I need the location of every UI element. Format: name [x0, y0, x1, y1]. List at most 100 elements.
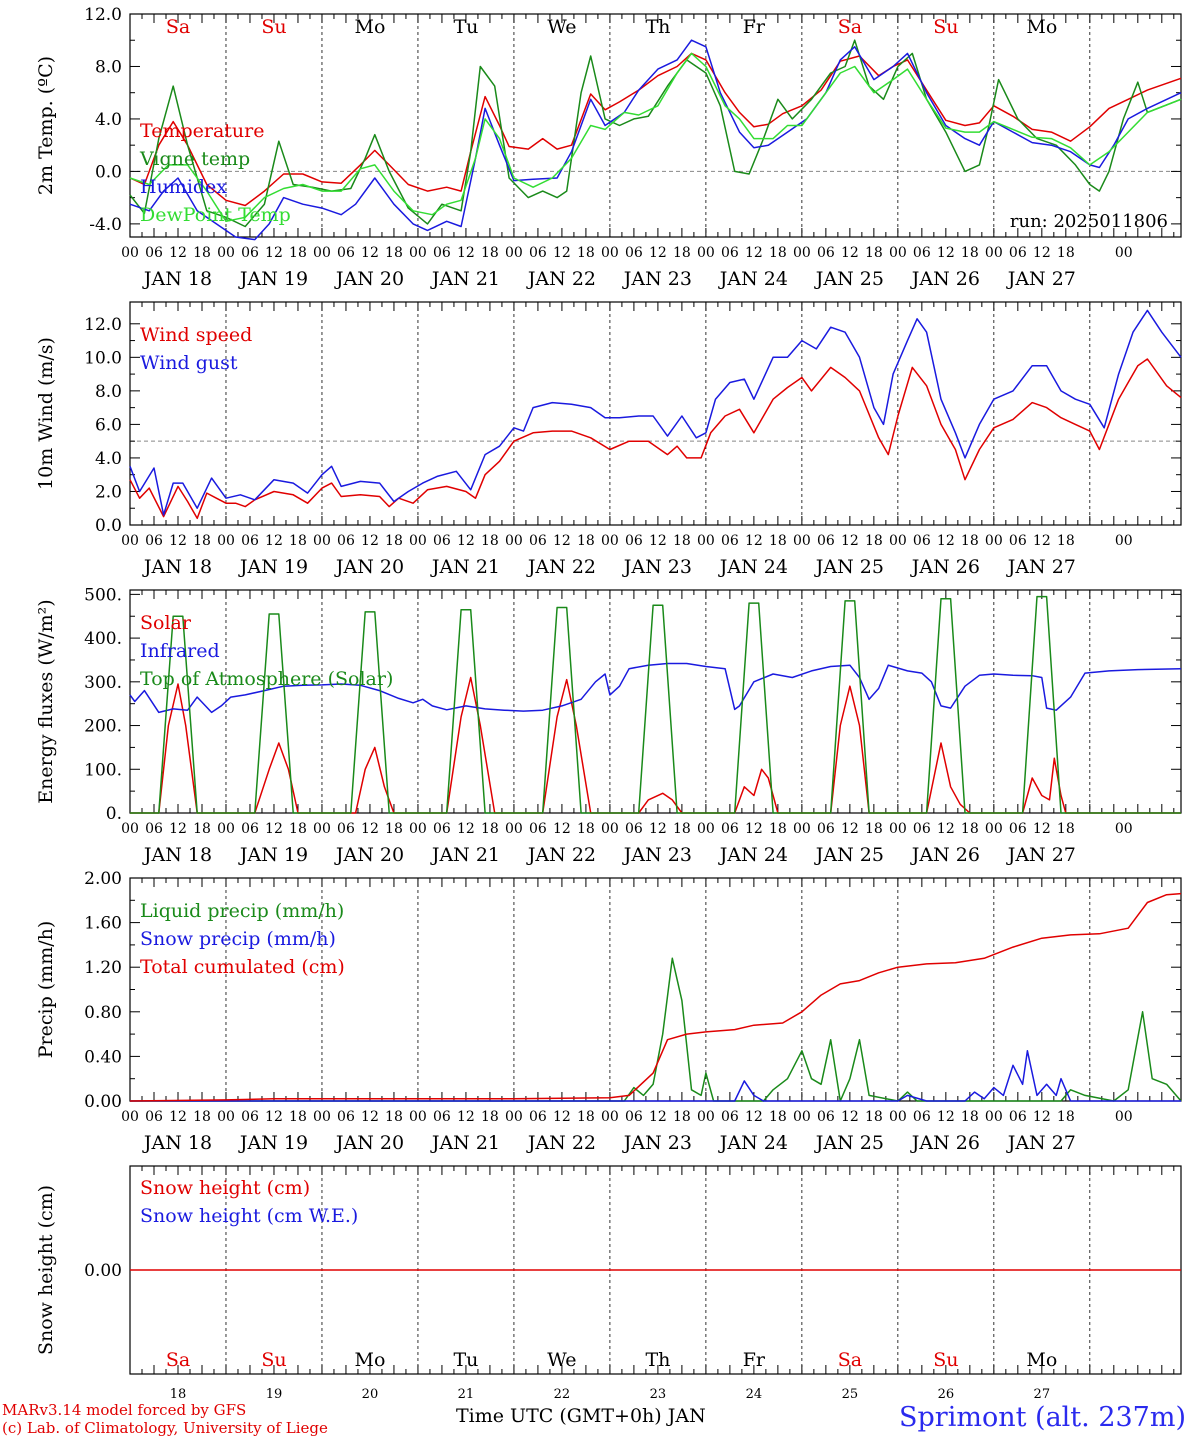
hour-tick-label: 18 — [769, 821, 787, 837]
hour-tick-label: 06 — [241, 245, 259, 261]
date-label: JAN 25 — [814, 1132, 884, 1154]
weekday-label-top: We — [547, 16, 576, 38]
chart-panel-4: 2.00 1.60 1.20 0.80 0.40 0.00 Precip (mm/h) 00 0… — [35, 869, 1182, 1154]
weekday-label-bottom: Mo — [355, 1349, 386, 1371]
hour-tick-label: 00 — [1115, 533, 1133, 549]
y-tick-label: 8.0 — [95, 382, 122, 402]
hour-tick-label: 00 — [409, 533, 427, 549]
hour-tick-label: 00 — [313, 1109, 331, 1125]
hour-tick-label: 00 — [985, 1109, 1003, 1125]
hour-tick-label: 06 — [241, 533, 259, 549]
hour-tick-label: 18 — [961, 1109, 979, 1125]
hour-tick-label: 06 — [1009, 821, 1027, 837]
y-tick-label: 0.00 — [84, 1261, 122, 1281]
hour-tick-label: 12 — [937, 245, 955, 261]
hour-tick-label: 06 — [433, 533, 451, 549]
series-line-wind-gust — [129, 309, 1182, 516]
hour-tick-label: 00 — [793, 821, 811, 837]
hour-tick-label: 06 — [241, 821, 259, 837]
hour-tick-label: 18 — [385, 1109, 403, 1125]
hour-tick-label: 00 — [409, 1109, 427, 1125]
hour-tick-label: 12 — [265, 245, 283, 261]
hour-tick-label: 18 — [289, 533, 307, 549]
y-tick-label: 0.40 — [84, 1047, 122, 1067]
hour-tick-label: 12 — [169, 1109, 187, 1125]
weekday-label-bottom: Su — [261, 1349, 286, 1371]
series-line-vigne-temp — [129, 39, 1182, 228]
hour-tick-label: 18 — [961, 533, 979, 549]
hour-tick-label: 12 — [937, 533, 955, 549]
weekday-label-top: Mo — [355, 16, 386, 38]
hour-tick-label: 12 — [1033, 533, 1051, 549]
hour-tick-label: 00 — [217, 1109, 235, 1125]
hour-tick-label: 12 — [169, 821, 187, 837]
legend-entry: Snow height (cm) — [140, 1177, 310, 1199]
date-label: JAN 24 — [718, 556, 788, 578]
date-label: JAN 23 — [622, 268, 692, 290]
weekday-label-bottom: Sa — [166, 1349, 190, 1371]
hour-tick-label: 00 — [121, 245, 139, 261]
hour-tick-label: 06 — [1009, 245, 1027, 261]
y-tick-label: 10.0 — [84, 348, 122, 368]
hour-tick-label: 12 — [361, 821, 379, 837]
series-line-solar — [130, 676, 1181, 814]
date-label: JAN 20 — [334, 268, 404, 290]
hour-tick-label: 00 — [601, 1109, 619, 1125]
hour-tick-label: 06 — [529, 821, 547, 837]
hour-tick-label: 18 — [769, 245, 787, 261]
hour-tick-label: 06 — [337, 533, 355, 549]
hour-tick-label: 18 — [865, 533, 883, 549]
hour-tick-label: 06 — [913, 1109, 931, 1125]
model-credit-line: MARv3.14 model forced by GFS — [2, 1401, 247, 1419]
hour-tick-label: 18 — [481, 245, 499, 261]
hour-tick-label: 06 — [817, 533, 835, 549]
hour-tick-label: 00 — [505, 821, 523, 837]
hour-tick-label: 00 — [409, 245, 427, 261]
date-label: JAN 21 — [430, 556, 500, 578]
y-axis-title: 10m Wind (m/s) — [35, 337, 57, 490]
series-line-humidex — [129, 39, 1182, 241]
legend-entry: Temperature — [140, 120, 264, 142]
hour-tick-label: 06 — [913, 245, 931, 261]
hour-tick-label: 06 — [817, 1109, 835, 1125]
hour-tick-label: 18 — [673, 1109, 691, 1125]
date-label: JAN 21 — [430, 1132, 500, 1154]
hour-tick-label: 18 — [961, 821, 979, 837]
day-number-label: 22 — [554, 1387, 571, 1402]
hour-tick-label: 00 — [697, 245, 715, 261]
day-number-label: 19 — [266, 1387, 283, 1402]
date-label: JAN 23 — [622, 844, 692, 866]
chart-panel-2: 12.0 10.0 8.0 6.0 4.0 2.0 0.0 10m Wind (m/s) 00 0… — [35, 301, 1182, 578]
hour-tick-label: 12 — [457, 821, 475, 837]
hour-tick-label: 18 — [193, 1109, 211, 1125]
y-tick-label: 0. — [106, 804, 122, 824]
hour-tick-label: 18 — [577, 533, 595, 549]
panel-frame — [129, 589, 1182, 814]
hour-tick-label: 00 — [985, 821, 1003, 837]
chart-panel-3: 500. 400. 300. 200. 100. 0. Energy fluxes (W/m… — [35, 585, 1182, 866]
hour-tick-label: 12 — [745, 821, 763, 837]
date-label: JAN 25 — [814, 844, 884, 866]
hour-tick-label: 18 — [385, 821, 403, 837]
day-number-label: 18 — [170, 1387, 187, 1402]
weekday-label-bottom: Tu — [453, 1349, 478, 1371]
hour-tick-label: 12 — [361, 245, 379, 261]
weekday-label-top: Sa — [166, 16, 190, 38]
hour-tick-label: 12 — [649, 533, 667, 549]
hour-tick-label: 12 — [841, 821, 859, 837]
hour-tick-label: 00 — [793, 245, 811, 261]
hour-tick-label: 06 — [625, 1109, 643, 1125]
hour-tick-label: 18 — [1057, 1109, 1075, 1125]
series-line-snow-precip-mm-h- — [130, 1050, 1181, 1102]
date-label: JAN 26 — [910, 556, 980, 578]
date-label: JAN 27 — [1006, 1132, 1076, 1154]
day-number-label: 25 — [842, 1387, 859, 1402]
hour-tick-label: 00 — [889, 245, 907, 261]
hour-tick-label: 18 — [289, 1109, 307, 1125]
location-label: Sprimont (alt. 237m) — [899, 1402, 1186, 1433]
hour-tick-label: 06 — [145, 533, 163, 549]
hour-tick-label: 12 — [169, 533, 187, 549]
y-tick-label: -4.0 — [89, 215, 122, 235]
hour-tick-label: 00 — [121, 821, 139, 837]
hour-tick-label: 12 — [553, 533, 571, 549]
